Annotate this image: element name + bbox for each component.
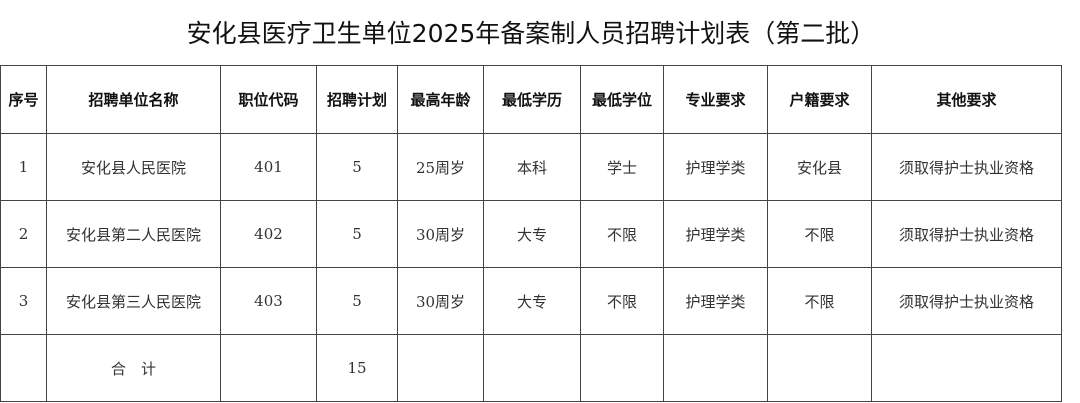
- cell-residence: 不限: [767, 200, 872, 268]
- cell-major: 护理学类: [663, 200, 768, 268]
- header-cell: 招聘计划: [316, 65, 398, 134]
- cell-unit: 安化县第二人民医院: [46, 200, 221, 268]
- header-cell: 其他要求: [871, 65, 1062, 134]
- header-cell: 最低学历: [483, 65, 581, 134]
- cell-empty: [483, 334, 581, 402]
- cell-empty: [580, 334, 664, 402]
- total-label: 合 计: [46, 334, 221, 402]
- page-title: 安化县医疗卫生单位2025年备案制人员招聘计划表（第二批）: [186, 19, 876, 48]
- cell-index: 3: [0, 267, 47, 335]
- cell-empty: [220, 334, 317, 402]
- cell-index: 2: [0, 200, 47, 268]
- cell-empty: [767, 334, 872, 402]
- cell-age: 25周岁: [397, 133, 484, 201]
- cell-empty: [397, 334, 484, 402]
- cell-code: 403: [220, 267, 317, 335]
- cell-education: 大专: [483, 267, 581, 335]
- cell-education: 大专: [483, 200, 581, 268]
- cell-empty: [0, 334, 47, 402]
- header-cell: 专业要求: [663, 65, 768, 134]
- header-cell: 户籍要求: [767, 65, 872, 134]
- cell-residence: 安化县: [767, 133, 872, 201]
- cell-empty: [663, 334, 768, 402]
- cell-major: 护理学类: [663, 267, 768, 335]
- cell-age: 30周岁: [397, 267, 484, 335]
- cell-plan: 5: [316, 200, 398, 268]
- cell-education: 本科: [483, 133, 581, 201]
- cell-degree: 不限: [580, 200, 664, 268]
- cell-plan: 5: [316, 133, 398, 201]
- cell-unit: 安化县第三人民医院: [46, 267, 221, 335]
- cell-degree: 不限: [580, 267, 664, 335]
- cell-other: 须取得护士执业资格: [871, 200, 1062, 268]
- header-cell: 职位代码: [220, 65, 317, 134]
- table-row: 2 安化县第二人民医院 402 5 30周岁 大专 不限 护理学类 不限 须取得…: [0, 200, 1062, 268]
- cell-residence: 不限: [767, 267, 872, 335]
- cell-index: 1: [0, 133, 47, 201]
- cell-code: 402: [220, 200, 317, 268]
- total-row: 合 计 15: [0, 334, 1062, 402]
- cell-age: 30周岁: [397, 200, 484, 268]
- cell-other: 须取得护士执业资格: [871, 133, 1062, 201]
- cell-empty: [871, 334, 1062, 402]
- cell-unit: 安化县人民医院: [46, 133, 221, 201]
- cell-other: 须取得护士执业资格: [871, 267, 1062, 335]
- cell-major: 护理学类: [663, 133, 768, 201]
- header-row: 序号 招聘单位名称 职位代码 招聘计划 最高年龄 最低学历 最低学位 专业要求 …: [0, 65, 1062, 134]
- recruitment-plan-table: 序号 招聘单位名称 职位代码 招聘计划 最高年龄 最低学历 最低学位 专业要求 …: [0, 65, 1062, 402]
- table-row: 1 安化县人民医院 401 5 25周岁 本科 学士 护理学类 安化县 须取得护…: [0, 133, 1062, 201]
- cell-plan: 5: [316, 267, 398, 335]
- cell-code: 401: [220, 133, 317, 201]
- header-cell: 招聘单位名称: [46, 65, 221, 134]
- table-row: 3 安化县第三人民医院 403 5 30周岁 大专 不限 护理学类 不限 须取得…: [0, 267, 1062, 335]
- header-cell: 最低学位: [580, 65, 664, 134]
- header-cell: 序号: [0, 65, 47, 134]
- cell-degree: 学士: [580, 133, 664, 201]
- header-cell: 最高年龄: [397, 65, 484, 134]
- total-plan: 15: [316, 334, 398, 402]
